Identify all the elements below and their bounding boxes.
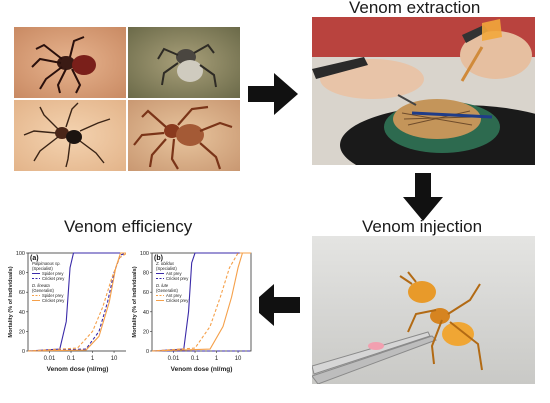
legend-entry: Spider prey <box>42 293 64 298</box>
legend-entry: Cricket prey <box>166 276 189 281</box>
legend-heading: Palpimanus sp. <box>32 261 61 266</box>
legend-entry: Spider prey <box>42 271 64 276</box>
venom-injection-title: Venom injection <box>362 217 483 236</box>
plot-frame <box>27 252 128 352</box>
spider-jumping-icon <box>157 43 217 88</box>
y-tick-label: 40 <box>143 310 149 316</box>
legend-heading: D. lute <box>156 283 169 288</box>
x-tick-label: 1 <box>215 356 219 362</box>
legend-subheading: (Specialist) <box>156 266 177 271</box>
venom-extraction-title: Venom extraction <box>349 0 481 17</box>
y-tick-label: 0 <box>22 349 25 355</box>
legend-subheading: (Generalist) <box>156 288 178 293</box>
legend-entry: Cricket prey <box>166 298 189 303</box>
spider-red-icon <box>31 36 96 94</box>
legend-entry: Cricket prey <box>42 298 65 303</box>
mortality-chart-a: 0 20 40 60 80 100 0.01 0.1 1 10 Venom dose (nl/mg)… <box>2 243 135 389</box>
y-tick-label: 40 <box>19 310 25 316</box>
ant-icon <box>399 271 483 371</box>
panel-label: (b) <box>154 255 163 262</box>
x-tick-label: 10 <box>111 356 118 362</box>
legend-subheading: (Specialist) <box>32 266 53 271</box>
x-axis-label: Venom dose (nl/mg) <box>47 366 109 373</box>
spider-photo-grid <box>14 27 240 171</box>
x-tick-label: 0.01 <box>168 356 180 362</box>
x-tick-label: 10 <box>235 356 242 362</box>
series-line <box>151 252 251 352</box>
x-tick-label: 0.1 <box>67 356 76 362</box>
legend-heading: D. lineata <box>32 283 50 288</box>
venom-extraction-photo <box>312 17 535 165</box>
venom-injection-photo <box>312 236 535 384</box>
x-axis-label: Venom dose (nl/mg) <box>171 366 233 373</box>
x-tick-label: 1 <box>91 356 95 362</box>
legend-entry: Ant prey <box>166 271 183 276</box>
panel-label: (a) <box>30 255 39 262</box>
x-tick-label: 0.1 <box>191 356 200 362</box>
legend-entry: Cricket prey <box>42 276 65 281</box>
series-line <box>27 252 128 352</box>
legend-subheading: (Generalist) <box>32 288 54 293</box>
arrow-down-icon <box>403 173 443 223</box>
series-line <box>151 252 251 352</box>
arrow-left-icon <box>248 282 300 328</box>
y-tick-label: 0 <box>146 349 149 355</box>
legend-heading: Z. oblidus <box>155 261 175 266</box>
y-tick-label: 20 <box>143 329 149 335</box>
y-tick-label: 100 <box>16 251 25 257</box>
y-tick-label: 60 <box>143 290 149 296</box>
y-tick-label: 20 <box>19 329 25 335</box>
series-line <box>27 252 128 352</box>
spider-brown-icon <box>133 105 233 170</box>
arrow-right-icon <box>248 71 300 117</box>
x-tick-label: 0.01 <box>44 356 56 362</box>
y-tick-label: 100 <box>140 251 149 257</box>
series-line <box>27 252 127 352</box>
mortality-chart-b: 0 20 40 60 80 100 0.01 0.1 1 10 Venom dose (nl/mg)… <box>126 243 259 389</box>
spider-photo-collage <box>14 27 240 171</box>
y-axis-label: Mortality (% of individuals) <box>132 266 138 337</box>
y-tick-label: 60 <box>19 290 25 296</box>
spider-black-icon <box>23 102 111 168</box>
venom-efficiency-title: Venom efficiency <box>64 217 193 236</box>
legend-entry: Ant prey <box>166 293 183 298</box>
y-tick-label: 80 <box>143 271 149 277</box>
plot-frame <box>151 252 252 352</box>
y-tick-label: 80 <box>19 271 25 277</box>
y-axis-label: Mortality (% of individuals) <box>8 266 14 337</box>
